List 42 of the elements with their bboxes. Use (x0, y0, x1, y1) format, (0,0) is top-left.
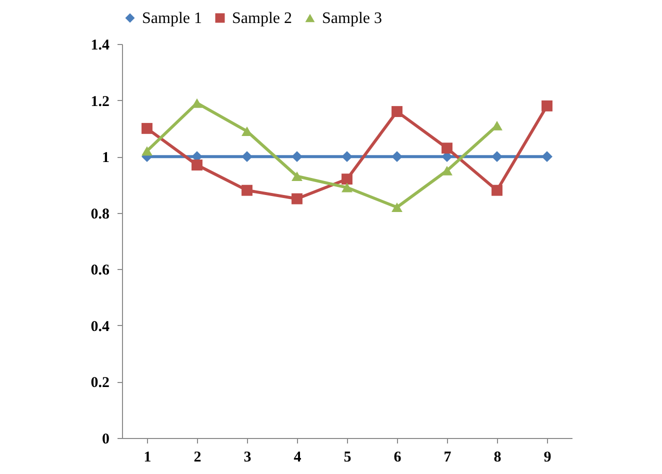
x-tick-label: 2 (194, 450, 202, 466)
point (292, 193, 302, 204)
point (442, 166, 452, 176)
y-tick-label: 0.2 (90, 375, 110, 392)
point (142, 146, 152, 156)
point (442, 142, 452, 154)
point (342, 151, 352, 162)
x-tick-label: 9 (544, 450, 552, 466)
x-tick-label: 1 (144, 450, 152, 466)
point (542, 100, 552, 112)
legend-label: Sample 3 (322, 10, 382, 27)
point (492, 151, 502, 162)
point (292, 151, 302, 162)
point (242, 126, 252, 136)
point (392, 106, 402, 118)
point (342, 182, 352, 192)
point (142, 122, 152, 134)
x-tick-label: 3 (244, 450, 252, 466)
point (292, 172, 302, 182)
point (242, 184, 252, 196)
point (392, 202, 402, 212)
y-tick-label: 1 (102, 150, 110, 166)
point (192, 160, 202, 170)
y-tick-label: 0 (102, 432, 110, 448)
legend-label: Sample 2 (232, 10, 292, 27)
y-tick-label: 0.6 (90, 262, 110, 279)
legend-label: Sample 1 (142, 10, 202, 27)
x-tick-label: 7 (444, 450, 452, 466)
point (342, 174, 352, 185)
y-tick-label: 0.4 (90, 318, 110, 335)
x-tick-label: 6 (394, 450, 402, 466)
y-tick-label: 0.8 (90, 206, 110, 222)
x-tick-label: 8 (494, 450, 502, 466)
point (392, 151, 402, 162)
point (242, 151, 252, 162)
point (542, 151, 552, 162)
point (192, 98, 202, 108)
x-tick-label: 4 (294, 450, 302, 466)
y-tick-label: 1.4 (90, 38, 110, 54)
point (492, 184, 502, 196)
y-tick-label: 1.2 (90, 94, 110, 110)
x-tick-label: 5 (344, 450, 352, 466)
